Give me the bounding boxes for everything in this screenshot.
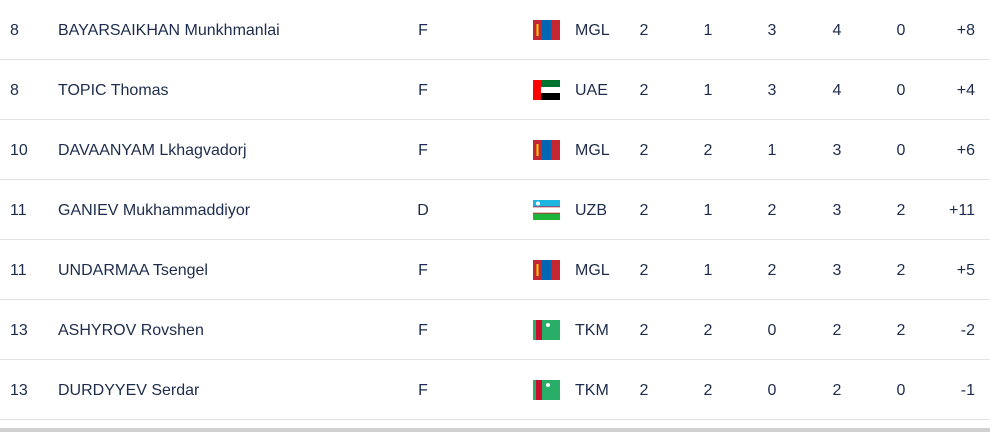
stat: 1	[703, 262, 713, 279]
plus-minus: +11	[949, 202, 975, 219]
stat: 2	[639, 82, 649, 99]
stat: 0	[767, 322, 777, 339]
player-name: TOPIC Thomas	[58, 82, 169, 99]
stat: 0	[767, 382, 777, 399]
table-row: 11 GANIEV Mukhammaddiyor D UZB 2 1 2 3 2 +11	[0, 180, 990, 240]
stat: 3	[767, 82, 777, 99]
stat: 0	[896, 382, 906, 399]
stat: 2	[767, 262, 777, 279]
table-row: 11 UNDARMAA Tsengel F MGL 2 1 2 3 2 +5	[0, 240, 990, 300]
flag	[533, 200, 560, 220]
position: F	[418, 382, 428, 399]
stat: 4	[832, 82, 842, 99]
table-row: 13 ASHYROV Rovshen F TKM 2 2 0 2 2 -2	[0, 300, 990, 360]
plus-minus: +8	[956, 22, 975, 39]
player-name: ASHYROV Rovshen	[58, 322, 204, 339]
position: F	[418, 22, 428, 39]
stat: 3	[767, 22, 777, 39]
flag	[533, 380, 560, 400]
rank: 13	[10, 322, 28, 339]
position: F	[418, 142, 428, 159]
stat: 2	[832, 322, 842, 339]
position: F	[418, 82, 428, 99]
position: D	[417, 202, 429, 219]
stat: 1	[767, 142, 777, 159]
flag	[533, 80, 560, 100]
country: UZB	[575, 202, 607, 219]
position: F	[418, 262, 428, 279]
rank: 11	[10, 202, 27, 219]
player-name: GANIEV Mukhammaddiyor	[58, 202, 251, 219]
stat: 2	[639, 262, 649, 279]
stat: 0	[896, 82, 906, 99]
stat: 2	[639, 142, 649, 159]
rank: 8	[10, 82, 19, 99]
stat: 4	[832, 22, 842, 39]
rank: 8	[10, 22, 19, 39]
rank: 10	[10, 142, 28, 159]
stat: 2	[896, 262, 906, 279]
plus-minus: +4	[956, 82, 975, 99]
stat: 1	[703, 22, 713, 39]
stat: 2	[639, 202, 649, 219]
player-name: BAYARSAIKHAN Munkhmanlai	[58, 22, 280, 39]
stat: 0	[896, 22, 906, 39]
table-row: 10 DAVAANYAM Lkhagvadorj F MGL 2 2 1 3 0 +6	[0, 120, 990, 180]
plus-minus: +5	[956, 262, 975, 279]
rank: 11	[10, 262, 27, 279]
country: MGL	[575, 142, 610, 159]
flag	[533, 140, 560, 160]
stat: 0	[896, 142, 906, 159]
stat: 3	[832, 202, 842, 219]
position: F	[418, 322, 428, 339]
plus-minus: +6	[956, 142, 975, 159]
country: TKM	[575, 382, 609, 399]
table-row: 8 BAYARSAIKHAN Munkhmanlai F MGL 2 1 3 4 0 +8	[0, 0, 990, 60]
stat: 2	[639, 22, 649, 39]
stat: 2	[639, 322, 649, 339]
rank: 13	[10, 382, 28, 399]
flag	[533, 260, 560, 280]
flag	[533, 320, 560, 340]
flag	[533, 20, 560, 40]
country: MGL	[575, 262, 610, 279]
stat: 1	[703, 202, 713, 219]
table-row: 13 DURDYYEV Serdar F TKM 2 2 0 2 0 -1	[0, 360, 990, 420]
stat: 2	[703, 382, 713, 399]
player-name: UNDARMAA Tsengel	[58, 262, 208, 279]
player-name: DAVAANYAM Lkhagvadorj	[58, 142, 247, 159]
stat: 3	[832, 262, 842, 279]
plus-minus: -2	[960, 322, 975, 339]
country: UAE	[575, 82, 608, 99]
stat: 2	[639, 382, 649, 399]
country: TKM	[575, 322, 609, 339]
stat: 1	[703, 82, 713, 99]
stat: 2	[703, 322, 713, 339]
stat: 2	[767, 202, 777, 219]
stat: 2	[896, 202, 906, 219]
stat: 2	[703, 142, 713, 159]
stat: 3	[832, 142, 842, 159]
player-name: DURDYYEV Serdar	[58, 382, 200, 399]
plus-minus: -1	[960, 382, 975, 399]
table-bottom-border	[0, 428, 990, 432]
stat: 2	[832, 382, 842, 399]
country: MGL	[575, 22, 610, 39]
stat: 2	[896, 322, 906, 339]
table-row: 8 TOPIC Thomas F UAE 2 1 3 4 0 +4	[0, 60, 990, 120]
